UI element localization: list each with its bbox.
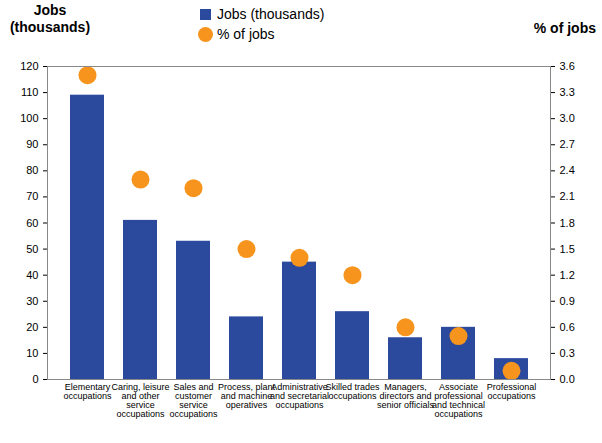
svg-text:70: 70 [26, 190, 38, 202]
svg-text:0.6: 0.6 [560, 321, 575, 333]
svg-text:100: 100 [20, 112, 38, 124]
svg-text:Process, plantand machineopera: Process, plantand machineoperatives [218, 382, 276, 410]
svg-text:110: 110 [21, 86, 39, 98]
svg-text:0: 0 [32, 373, 38, 385]
svg-text:Caring, leisureand otherservic: Caring, leisureand otherserviceoccupatio… [111, 382, 169, 419]
svg-text:80: 80 [26, 164, 38, 176]
svg-text:1.2: 1.2 [560, 269, 575, 281]
html-text:Jobs (thousands): Jobs (thousands) [217, 6, 325, 22]
svg-text:Administrativeand secretarialo: Administrativeand secretarialoccupations [270, 382, 329, 410]
svg-text:30: 30 [26, 295, 38, 307]
svg-text:Elementaryoccupations: Elementaryoccupations [63, 382, 112, 401]
svg-text:0.3: 0.3 [560, 347, 575, 359]
svg-text:90: 90 [26, 138, 38, 150]
svg-text:3.0: 3.0 [560, 112, 575, 124]
svg-text:20: 20 [26, 321, 38, 333]
svg-text:2.4: 2.4 [560, 164, 575, 176]
html-text:% of jobs: % of jobs [217, 26, 275, 42]
svg-text:120: 120 [20, 60, 38, 72]
svg-text:1.5: 1.5 [560, 243, 575, 255]
svg-text:Sales andcustomerserviceoccupa: Sales andcustomerserviceoccupations [169, 382, 218, 419]
svg-text:60: 60 [26, 217, 38, 229]
svg-text:2.1: 2.1 [560, 190, 575, 202]
html-text:% of jobs: % of jobs [533, 20, 596, 36]
svg-text:Managers,directors andsenior o: Managers,directors andsenior officials [377, 382, 434, 410]
svg-text:40: 40 [26, 269, 38, 281]
svg-text:Skilled tradesoccupations: Skilled tradesoccupations [325, 382, 380, 401]
svg-text:0.9: 0.9 [560, 295, 575, 307]
svg-text:Professionaloccupations: Professionaloccupations [487, 382, 537, 401]
svg-text:50: 50 [26, 243, 38, 255]
svg-text:3.3: 3.3 [560, 86, 575, 98]
svg-text:Associateprofessionaland techn: Associateprofessionaland technicaloccupa… [432, 382, 485, 419]
html-text:Jobs (thousands): Jobs (thousands) [9, 2, 90, 35]
svg-text:10: 10 [26, 347, 38, 359]
svg-text:2.7: 2.7 [560, 138, 575, 150]
svg-text:1.8: 1.8 [560, 217, 575, 229]
svg-text:3.6: 3.6 [560, 60, 575, 72]
svg-text:0.0: 0.0 [560, 373, 575, 385]
